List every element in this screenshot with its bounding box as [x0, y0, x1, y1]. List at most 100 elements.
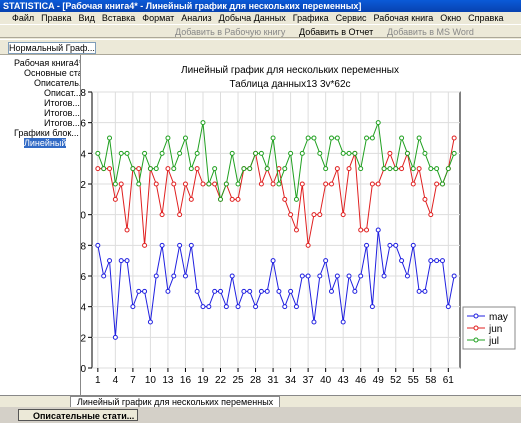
data-point — [182, 181, 188, 187]
data-point — [264, 288, 270, 294]
menu-item[interactable]: Графика — [292, 13, 329, 23]
tree-item[interactable]: Линейный — [24, 138, 67, 148]
y-tick-label: 16 — [81, 119, 86, 130]
data-point — [434, 258, 440, 264]
data-point — [147, 166, 153, 172]
data-point — [410, 242, 416, 248]
data-point — [200, 120, 206, 126]
tab[interactable]: Линейный график для нескольких переменны… — [70, 396, 281, 408]
menu-item[interactable]: Анализ — [181, 13, 212, 23]
data-point — [153, 181, 159, 187]
style-box[interactable]: Нормальный Граф... — [8, 42, 96, 54]
menu-bar: Файл Правка Вид Вставка Формат Анализ Добыча Д… — [0, 12, 521, 24]
tree-item[interactable]: Итогов... — [44, 118, 80, 128]
data-point — [317, 273, 323, 279]
tree-item[interactable]: Описат... — [44, 88, 81, 98]
data-point — [270, 181, 276, 187]
tree-item[interactable]: Рабочая книга4* — [14, 58, 81, 68]
data-point — [153, 273, 159, 279]
data-point — [323, 258, 329, 264]
data-point — [387, 166, 393, 172]
tree-panel: Рабочая книга4*Основные стати...Описател… — [0, 55, 81, 395]
tree-item[interactable]: Описатель... — [34, 78, 80, 88]
data-point — [445, 166, 451, 172]
data-point — [276, 288, 282, 294]
data-point — [381, 273, 387, 279]
x-tick-label: 4 — [113, 375, 119, 386]
plot-area — [91, 91, 461, 369]
data-point — [340, 319, 346, 325]
y-tick-label: 12 — [81, 180, 86, 191]
data-point — [439, 258, 445, 264]
task-button[interactable]: Описательные стати... — [18, 409, 138, 421]
menu-item[interactable]: Справка — [468, 13, 504, 23]
data-point — [358, 166, 364, 172]
data-point — [142, 242, 148, 248]
data-point — [270, 135, 276, 141]
chart: Линейный график для нескольких переменны… — [81, 64, 516, 386]
tree-item[interactable]: Итогов... — [44, 108, 80, 118]
menu-item[interactable]: Рабочая книга — [373, 13, 434, 23]
data-point — [364, 227, 370, 233]
data-point — [293, 304, 299, 310]
data-point — [299, 273, 305, 279]
data-point — [346, 273, 352, 279]
toolbar-button[interactable]: Добавить в Отчет — [299, 27, 374, 37]
data-point — [346, 166, 352, 172]
x-tick-label: 25 — [232, 375, 244, 386]
data-point — [422, 150, 428, 156]
toolbar-button[interactable]: Добавить в Рабочую книгу — [175, 27, 286, 37]
menu-item[interactable]: Сервис — [335, 13, 367, 23]
menu-item[interactable]: Вставка — [101, 13, 136, 23]
data-point — [451, 150, 457, 156]
data-point — [328, 288, 334, 294]
data-point — [130, 304, 136, 310]
menu-item[interactable]: Вид — [78, 13, 95, 23]
data-point — [218, 288, 224, 294]
tree-item[interactable]: Графики блок... — [14, 128, 79, 138]
legend-marker — [473, 337, 479, 343]
tree-item[interactable]: Итогов... — [44, 98, 80, 108]
data-point — [101, 273, 107, 279]
data-point — [340, 150, 346, 156]
data-point — [124, 150, 130, 156]
data-point — [282, 304, 288, 310]
data-point — [399, 166, 405, 172]
data-point — [323, 166, 329, 172]
data-point — [118, 258, 124, 264]
y-tick-label: 0 — [81, 364, 86, 375]
data-point — [235, 196, 241, 202]
data-point — [311, 135, 317, 141]
x-tick-label: 1 — [95, 375, 101, 386]
data-point — [229, 273, 235, 279]
data-point — [428, 166, 434, 172]
menu-item[interactable]: Формат — [142, 13, 175, 23]
x-tick-label: 16 — [180, 375, 192, 386]
data-point — [159, 150, 165, 156]
data-point — [410, 166, 416, 172]
data-point — [235, 304, 241, 310]
data-point — [200, 181, 206, 187]
x-tick-label: 37 — [303, 375, 315, 386]
data-point — [136, 181, 142, 187]
data-point — [434, 181, 440, 187]
y-tick-label: 10 — [81, 211, 86, 222]
data-point — [293, 196, 299, 202]
chart-title: Линейный график для нескольких переменны… — [181, 64, 399, 76]
data-point — [194, 166, 200, 172]
menu-item[interactable]: Правка — [41, 13, 72, 23]
data-point — [142, 150, 148, 156]
data-point — [212, 166, 218, 172]
legend-label: may — [489, 312, 508, 323]
data-point — [364, 135, 370, 141]
tree-item[interactable]: Основные стати... — [24, 68, 80, 78]
y-tick-label: 2 — [81, 333, 86, 344]
x-tick-label: 13 — [162, 375, 174, 386]
data-point — [107, 166, 113, 172]
menu-item[interactable]: Файл — [12, 13, 35, 23]
menu-item[interactable]: Окно — [440, 13, 462, 23]
menu-item[interactable]: Добыча Данных — [218, 13, 286, 23]
toolbar-button[interactable]: Добавить в MS Word — [387, 27, 474, 37]
data-point — [305, 135, 311, 141]
data-point — [317, 150, 323, 156]
